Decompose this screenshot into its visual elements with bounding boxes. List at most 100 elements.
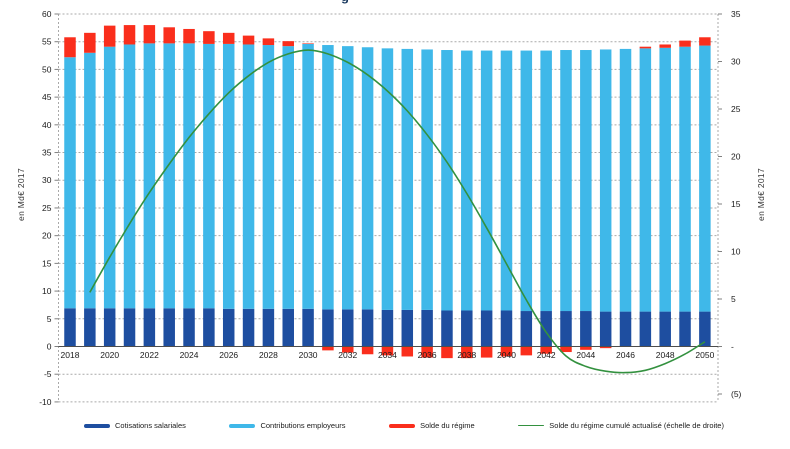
bar-cotisations-2036	[421, 309, 433, 347]
x-axis-tick-label: 2040	[497, 350, 516, 360]
bar-solde-2022	[143, 25, 156, 44]
bar-cotisations-2030	[302, 308, 314, 347]
bar-employeurs-2048	[659, 47, 671, 312]
bar-solde-2048	[659, 44, 671, 48]
cumulative-balance-line	[89, 49, 706, 374]
x-axis-tick-label: 2046	[616, 350, 635, 360]
left-axis-tick-label: 35	[42, 148, 52, 158]
bar-employeurs-2034	[381, 48, 394, 310]
right-axis-title: en Md€ 2017	[756, 168, 766, 221]
bar-employeurs-2036	[421, 49, 433, 310]
bar-employeurs-2023	[163, 43, 175, 309]
legend: Cotisations salariales Contributions emp…	[84, 421, 724, 430]
bar-solde-2042	[540, 346, 552, 354]
bar-cotisations-2040	[500, 310, 513, 347]
bar-employeurs-2041	[520, 50, 533, 312]
bar-employeurs-2046	[619, 48, 632, 312]
bar-cotisations-2033	[361, 309, 374, 347]
bar-employeurs-2038	[461, 50, 473, 311]
bar-cotisations-2035	[401, 309, 414, 347]
bar-employeurs-2028	[262, 45, 275, 309]
chart-title-fragment: g	[341, 0, 349, 4]
bar-cotisations-2041	[520, 311, 533, 347]
bar-employeurs-2024	[183, 43, 195, 309]
x-axis-tick-label: 2028	[259, 350, 278, 360]
bar-employeurs-2021	[123, 44, 136, 309]
bar-cotisations-2025	[203, 308, 215, 347]
bar-solde-2019	[84, 32, 96, 53]
legend-label: Cotisations salariales	[115, 421, 186, 430]
legend-item-cumule: Solde du régime cumulé actualisé (échell…	[518, 421, 724, 430]
bar-cotisations-2038	[461, 310, 473, 347]
legend-label: Solde du régime	[420, 421, 475, 430]
right-axis-tick-label: 5	[731, 294, 736, 304]
bar-cotisations-2037	[441, 310, 453, 347]
bar-solde-2033	[361, 346, 374, 355]
right-axis-tick-label: 20	[731, 152, 741, 162]
x-axis-tick-label: 2042	[537, 350, 556, 360]
bar-employeurs-2030	[302, 43, 314, 309]
bar-solde-2041	[520, 346, 533, 356]
left-axis-tick-label: -10	[39, 397, 52, 407]
x-axis-tick-label: 2030	[299, 350, 318, 360]
bar-employeurs-2045	[599, 49, 612, 312]
left-axis-tick-label: 10	[42, 286, 52, 296]
bar-solde-2050	[699, 37, 711, 46]
bar-employeurs-2031	[322, 45, 334, 310]
bar-cotisations-2043	[560, 311, 572, 347]
legend-item-employeurs: Contributions employeurs	[229, 421, 346, 430]
bar-cotisations-2029	[282, 308, 294, 347]
bar-solde-2027	[242, 35, 255, 45]
bar-employeurs-2047	[639, 48, 652, 312]
x-axis-tick-label: 2026	[219, 350, 238, 360]
left-axis-tick-label: 45	[42, 92, 52, 102]
x-axis-tick-label: 2036	[418, 350, 437, 360]
bar-employeurs-2029	[282, 46, 294, 309]
bar-employeurs-2049	[679, 46, 691, 312]
x-axis-tick-label: 2018	[61, 350, 80, 360]
right-axis-tick-label: (5)	[731, 389, 742, 399]
bar-solde-2037	[441, 346, 453, 359]
bar-cotisations-2048	[659, 311, 671, 347]
legend-item-solde: Solde du régime	[389, 421, 475, 430]
bar-employeurs-2027	[242, 44, 255, 309]
bar-employeurs-2019	[84, 52, 96, 309]
bar-cotisations-2027	[242, 308, 255, 347]
bar-cotisations-2024	[183, 308, 195, 347]
left-axis-tick-label: 20	[42, 231, 52, 241]
left-axis-tick-label: 5	[47, 314, 52, 324]
bar-solde-2030	[302, 43, 314, 44]
bar-employeurs-2035	[401, 48, 414, 310]
bar-solde-2018	[64, 37, 76, 58]
employeurs-swatch-icon	[229, 423, 256, 428]
x-axis-tick-label: 2048	[656, 350, 675, 360]
bar-solde-2026	[222, 32, 235, 44]
bar-solde-2040	[500, 346, 513, 357]
bar-cotisations-2044	[580, 311, 592, 347]
right-axis-tick-label: 30	[731, 57, 741, 67]
legend-label: Contributions employeurs	[260, 421, 346, 430]
bar-solde-2039	[480, 346, 493, 358]
x-axis-tick-label: 2020	[100, 350, 119, 360]
bar-solde-2045	[599, 346, 612, 349]
left-axis-title: en Md€ 2017	[16, 168, 26, 221]
left-axis-tick-label: 50	[42, 64, 52, 74]
bar-cotisations-2047	[639, 311, 652, 347]
left-axis-tick-label: 15	[42, 258, 52, 268]
bar-cotisations-2019	[84, 308, 96, 347]
x-axis-tick-label: 2032	[338, 350, 357, 360]
bar-solde-2025	[203, 31, 215, 44]
left-axis-tick-label: 40	[42, 120, 52, 130]
right-axis-tick-label: 10	[731, 247, 741, 257]
bar-solde-2021	[123, 25, 136, 45]
cotisations-swatch-icon	[84, 423, 110, 428]
bar-employeurs-2040	[500, 50, 513, 311]
bar-solde-2044	[580, 346, 592, 350]
bar-solde-2032	[342, 346, 354, 353]
bar-solde-2043	[560, 346, 572, 353]
bar-solde-2023	[163, 27, 175, 44]
left-axis-tick-label: 25	[42, 203, 52, 213]
bar-solde-2020	[103, 25, 116, 47]
right-axis-tick-label: 25	[731, 104, 741, 114]
